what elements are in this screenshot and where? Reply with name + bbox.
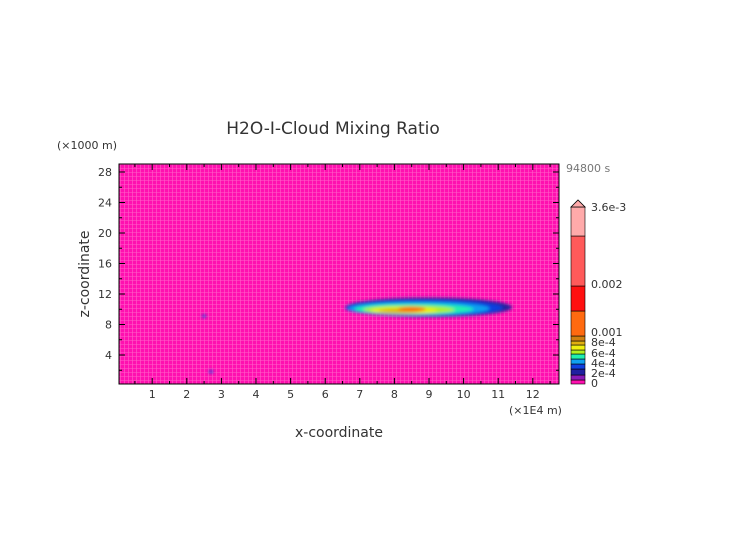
colorbar-segment — [570, 363, 586, 370]
y-tick-label: 28 — [98, 166, 112, 179]
colorbar-segment — [570, 368, 586, 376]
colorbar-segment — [570, 353, 586, 360]
y-tick-label: 24 — [98, 197, 112, 210]
colorbar-label: 2e-4 — [591, 367, 616, 380]
x-tick-label: 4 — [253, 388, 260, 401]
plot-area — [118, 163, 560, 385]
colorbar-label: 0 — [591, 377, 598, 390]
colorbar-label: 0.002 — [591, 278, 623, 291]
cloud-core — [397, 306, 426, 312]
colorbar-label: 8e-4 — [591, 336, 616, 349]
x-tick-label: 5 — [287, 388, 294, 401]
y-tick-label: 4 — [105, 349, 112, 362]
colorbar-segment — [570, 374, 586, 381]
colorbar-segment — [570, 285, 586, 312]
x-tick-label: 1 — [149, 388, 156, 401]
chart-title: H2O-I-Cloud Mixing Ratio — [226, 119, 440, 139]
small-cloud-speck — [209, 370, 214, 374]
x-axis-label: x-coordinate — [295, 425, 383, 441]
y-tick-label: 12 — [98, 288, 112, 301]
x-tick-label: 11 — [491, 388, 505, 401]
colorbar-segment — [570, 358, 586, 365]
colorbar-segment — [570, 349, 586, 355]
colorbar-segment — [570, 310, 586, 337]
colorbar-label: 4e-4 — [591, 357, 616, 370]
colorbar-label: 6e-4 — [591, 347, 616, 360]
colorbar-segment — [570, 340, 586, 346]
colorbar-segment — [570, 235, 586, 287]
colorbar-segment — [570, 206, 586, 237]
y-unit-label: (×1000 m) — [57, 139, 117, 152]
y-tick-label: 8 — [105, 319, 112, 332]
colorbar-label: 3.6e-3 — [591, 201, 626, 214]
colorbar-segment — [570, 344, 586, 351]
x-tick-label: 2 — [183, 388, 190, 401]
x-tick-label: 7 — [356, 388, 363, 401]
x-tick-label: 12 — [526, 388, 540, 401]
small-cloud-speck — [202, 314, 207, 318]
colorbar-segment — [570, 335, 586, 342]
time-label: 94800 s — [566, 162, 610, 175]
x-tick-label: 6 — [322, 388, 329, 401]
y-tick-label: 16 — [98, 258, 112, 271]
y-axis-label: z-coordinate — [77, 230, 93, 317]
colorbar-label: 0.001 — [591, 326, 623, 339]
x-tick-label: 10 — [457, 388, 471, 401]
y-tick-label: 20 — [98, 227, 112, 240]
x-tick-label: 9 — [426, 388, 433, 401]
colorbar-segment — [570, 379, 586, 385]
x-tick-label: 8 — [391, 388, 398, 401]
x-unit-label: (×1E4 m) — [509, 404, 562, 417]
x-tick-label: 3 — [218, 388, 225, 401]
colorbar-extend-triangle — [570, 199, 586, 208]
